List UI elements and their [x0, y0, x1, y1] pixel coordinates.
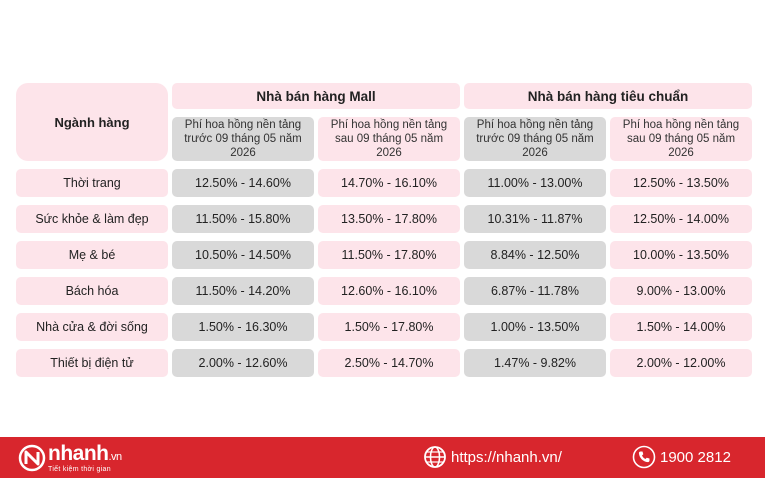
commission-value: 14.70% - 16.10%: [318, 169, 460, 197]
website-url: https://nhanh.vn/: [451, 448, 562, 466]
commission-value: 13.50% - 17.80%: [318, 205, 460, 233]
commission-value: 11.50% - 17.80%: [318, 241, 460, 269]
commission-value: 2.00% - 12.60%: [172, 349, 314, 377]
commission-value: 11.00% - 13.00%: [464, 169, 606, 197]
category-label: Mẹ & bé: [16, 241, 168, 269]
commission-value: 2.50% - 14.70%: [318, 349, 460, 377]
commission-value: 1.50% - 16.30%: [172, 313, 314, 341]
commission-value: 1.50% - 17.80%: [318, 313, 460, 341]
sub-header-mall-after: Phí hoa hồng nền tảng sau 09 tháng 05 nă…: [318, 117, 460, 161]
commission-value: 10.00% - 13.50%: [610, 241, 752, 269]
commission-value: 12.50% - 14.60%: [172, 169, 314, 197]
commission-value: 2.00% - 12.00%: [610, 349, 752, 377]
commission-value: 12.60% - 16.10%: [318, 277, 460, 305]
sub-header-standard-after: Phí hoa hồng nền tảng sau 09 tháng 05 nă…: [610, 117, 752, 161]
phone-icon: [632, 445, 656, 469]
phone-number: 1900 2812: [660, 448, 731, 466]
sub-header-mall-before: Phí hoa hồng nền tảng trước 09 tháng 05 …: [172, 117, 314, 161]
category-label: Sức khỏe & làm đẹp: [16, 205, 168, 233]
phone-link[interactable]: 1900 2812: [632, 445, 731, 469]
category-label: Thời trang: [16, 169, 168, 197]
globe-icon: [424, 446, 446, 468]
category-label: Bách hóa: [16, 277, 168, 305]
commission-value: 10.31% - 11.87%: [464, 205, 606, 233]
commission-value: 12.50% - 13.50%: [610, 169, 752, 197]
commission-value: 1.50% - 14.00%: [610, 313, 752, 341]
group-header-mall: Nhà bán hàng Mall: [172, 83, 460, 109]
brand-suffix: .vn: [108, 451, 123, 463]
commission-value: 1.47% - 9.82%: [464, 349, 606, 377]
corner-header: Ngành hàng: [16, 83, 168, 161]
commission-value: 10.50% - 14.50%: [172, 241, 314, 269]
commission-value: 1.00% - 13.50%: [464, 313, 606, 341]
commission-table-wrapper: Ngành hàng Nhà bán hàng Mall Nhà bán hàn…: [16, 83, 752, 377]
commission-value: 9.00% - 13.00%: [610, 277, 752, 305]
brand-slogan: Tiết kiệm thời gian: [48, 466, 111, 473]
commission-table: Ngành hàng Nhà bán hàng Mall Nhà bán hàn…: [16, 83, 752, 377]
group-header-standard: Nhà bán hàng tiêu chuẩn: [464, 83, 752, 109]
brand-name: nhanh: [48, 442, 109, 465]
sub-header-standard-before: Phí hoa hồng nền tảng trước 09 tháng 05 …: [464, 117, 606, 161]
category-label: Thiết bị điện tử: [16, 349, 168, 377]
nhanh-logo-icon: [18, 444, 46, 472]
footer-bar: nhanh.vn Tiết kiệm thời gian https://nha…: [0, 437, 765, 478]
brand-logo[interactable]: nhanh.vn Tiết kiệm thời gian: [18, 441, 122, 475]
commission-value: 11.50% - 15.80%: [172, 205, 314, 233]
website-link[interactable]: https://nhanh.vn/: [423, 445, 562, 469]
commission-value: 12.50% - 14.00%: [610, 205, 752, 233]
category-label: Nhà cửa & đời sống: [16, 313, 168, 341]
commission-value: 8.84% - 12.50%: [464, 241, 606, 269]
commission-value: 11.50% - 14.20%: [172, 277, 314, 305]
commission-value: 6.87% - 11.78%: [464, 277, 606, 305]
